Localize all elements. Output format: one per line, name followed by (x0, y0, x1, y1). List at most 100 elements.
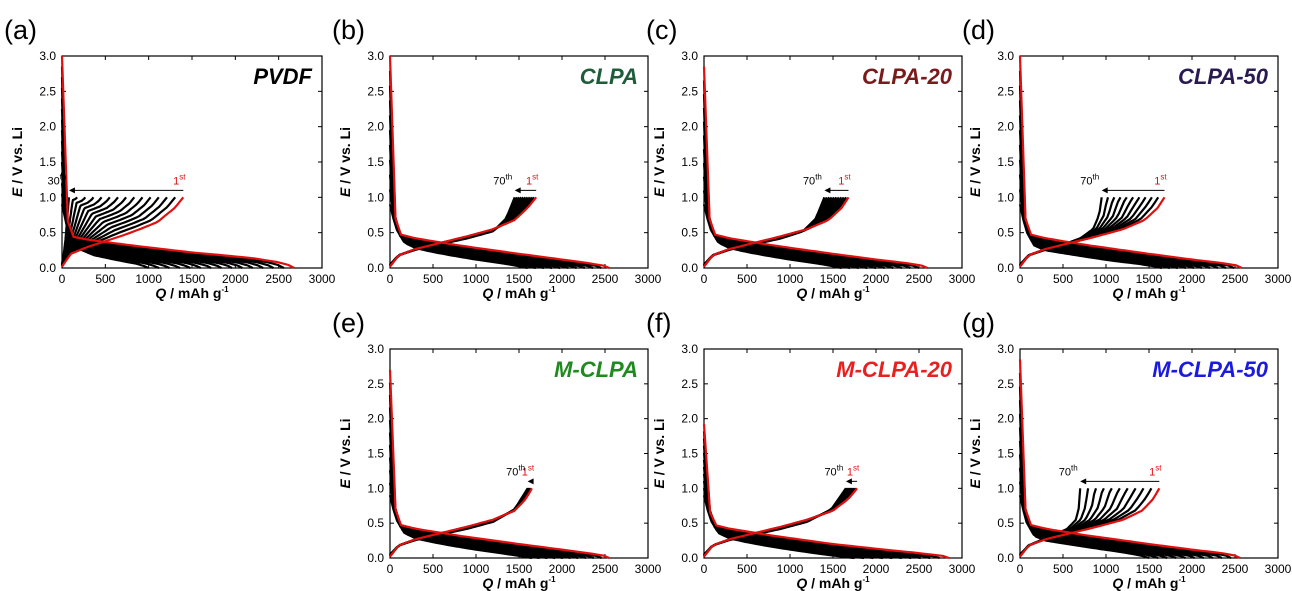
last-cycle-label: 70th (493, 172, 512, 187)
y-tick-label: 1.5 (367, 447, 384, 461)
x-tick-label: 500 (95, 272, 115, 286)
y-tick-label: 0.5 (997, 516, 1014, 530)
x-tick-label: 2000 (549, 272, 576, 286)
y-tick-label: 2.0 (681, 120, 698, 134)
first-cycle-discharge (1018, 55, 1243, 269)
panel-title: M-CLPA (554, 357, 638, 382)
x-tick-label: 1500 (506, 272, 533, 286)
y-tick-label: 0.0 (681, 551, 698, 565)
y-tick-label: 1.5 (997, 155, 1014, 169)
x-tick-label: 1000 (463, 272, 490, 286)
discharge-curve (60, 204, 150, 270)
chart-panel-2: (b) 0.0 0.5 1.0 1.5 2.0 2.5 3.0 0 500 1000 1500 2000… (332, 15, 662, 301)
x-tick-label: 500 (423, 562, 443, 576)
x-tick-label: 1000 (777, 272, 804, 286)
y-tick-label: 2.0 (997, 120, 1014, 134)
x-tick-label: 0 (387, 562, 394, 576)
discharge-curve (1018, 440, 1186, 560)
x-tick-label: 3000 (309, 272, 336, 286)
x-tick-label: 3000 (949, 272, 976, 286)
panel-letter: (e) (332, 308, 365, 338)
y-tick-label: 3.0 (997, 49, 1014, 63)
first-cycle-label: 1st (838, 172, 851, 187)
last-cycle-label: 70th (1080, 172, 1099, 187)
x-tick-label: 2500 (1222, 272, 1249, 286)
y-tick-label: 0.5 (367, 226, 384, 240)
y-tick-label: 0.0 (39, 261, 56, 275)
x-tick-label: 500 (737, 562, 757, 576)
x-axis-label: Q / mAh g-1 (482, 285, 556, 301)
x-tick-label: 3000 (1265, 272, 1292, 286)
discharge-curve (702, 495, 855, 560)
x-tick-label: 1000 (463, 562, 490, 576)
y-axis-label: E / V vs. Li (9, 127, 25, 197)
x-tick-label: 1000 (1093, 272, 1120, 286)
y-tick-label: 1.5 (681, 447, 698, 461)
chart-panel-5: (e) 0.0 0.5 1.0 1.5 2.0 2.5 3.0 0 500 1000 1500 2000… (332, 308, 662, 591)
x-axis-label: Q / mAh g-1 (1112, 575, 1186, 591)
x-axis-label: Q / mAh g-1 (482, 575, 556, 591)
y-tick-label: 3.0 (681, 49, 698, 63)
discharge-curve (1018, 427, 1196, 560)
discharge-curve (1018, 400, 1214, 559)
y-tick-label: 2.5 (997, 377, 1014, 391)
x-tick-label: 1500 (506, 562, 533, 576)
y-tick-label: 2.0 (997, 412, 1014, 426)
y-tick-label: 2.5 (681, 377, 698, 391)
y-tick-label: 2.0 (367, 120, 384, 134)
discharge-curve (702, 204, 842, 270)
x-tick-label: 1500 (1136, 272, 1163, 286)
x-tick-label: 2500 (265, 272, 292, 286)
y-tick-label: 0.0 (997, 551, 1014, 565)
discharge-curve (60, 98, 254, 269)
discharge-curve (1018, 85, 1227, 270)
first-cycle-label: 1st (847, 463, 860, 478)
y-tick-label: 1.5 (39, 155, 56, 169)
discharge-curve (1018, 130, 1203, 270)
x-tick-label: 500 (1053, 272, 1073, 286)
y-tick-label: 0.0 (997, 261, 1014, 275)
y-axis-label: E / V vs. Li (967, 127, 983, 197)
y-tick-label: 2.0 (39, 120, 56, 134)
first-cycle-label: 1st (522, 463, 535, 478)
y-tick-label: 3.0 (997, 342, 1014, 356)
first-cycle-charge (703, 196, 850, 268)
x-tick-label: 2500 (1222, 562, 1249, 576)
y-tick-label: 2.5 (39, 84, 56, 98)
x-tick-label: 2500 (906, 562, 933, 576)
x-tick-label: 0 (387, 272, 394, 286)
first-cycle-charge (61, 196, 185, 268)
chart-panel-7: (g) 0.0 0.5 1.0 1.5 2.0 2.5 3.0 0 500 1000 1500 2000… (962, 308, 1292, 591)
first-cycle-discharge (60, 55, 295, 269)
y-tick-label: 1.0 (681, 481, 698, 495)
last-cycle-label: 70th (824, 463, 843, 478)
chart-panel-1: (a) 0.0 0.5 1.0 1.5 2.0 2.5 3.0 0 500 1000 1500 2000… (4, 15, 336, 301)
y-tick-label: 1.5 (681, 155, 698, 169)
x-tick-label: 2000 (863, 562, 890, 576)
x-tick-label: 3000 (635, 562, 662, 576)
panel-title: CLPA-50 (1178, 64, 1269, 89)
x-tick-label: 500 (423, 272, 443, 286)
cycle-arrow-head (514, 187, 521, 194)
panel-title: M-CLPA-20 (836, 357, 952, 382)
y-axis-label: E / V vs. Li (651, 127, 667, 197)
x-tick-label: 0 (701, 272, 708, 286)
x-tick-label: 1500 (820, 272, 847, 286)
panel-letter: (a) (4, 15, 37, 45)
y-tick-label: 0.0 (367, 261, 384, 275)
discharge-curve (702, 473, 884, 560)
x-tick-label: 2000 (863, 272, 890, 286)
last-cycle-label: 70th (803, 172, 822, 187)
x-axis-label: Q / mAh g-1 (155, 285, 229, 301)
y-tick-label: 1.0 (997, 190, 1014, 204)
x-tick-label: 3000 (1265, 562, 1292, 576)
charge-curve (60, 196, 111, 266)
panel-letter: (g) (962, 308, 995, 338)
first-cycle-charge (389, 487, 533, 558)
x-tick-label: 2000 (1179, 272, 1206, 286)
y-tick-label: 1.0 (367, 481, 384, 495)
y-tick-label: 3.0 (681, 342, 698, 356)
x-tick-label: 1500 (820, 562, 847, 576)
first-cycle-label: 1st (526, 172, 539, 187)
